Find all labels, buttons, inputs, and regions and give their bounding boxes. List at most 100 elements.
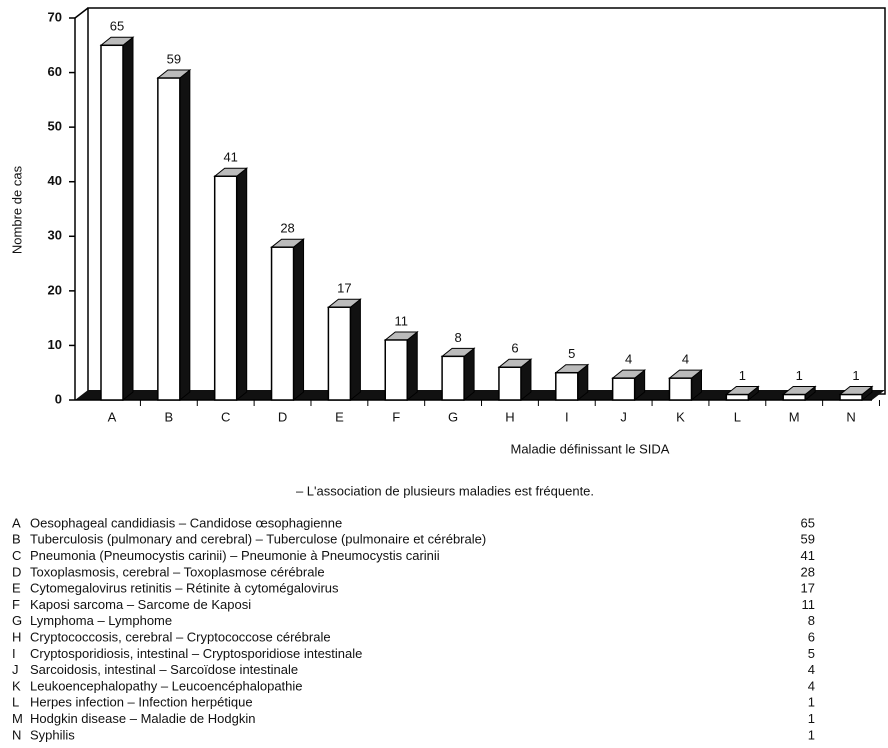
y-tick-label: 10 <box>48 337 62 352</box>
bar <box>384 339 408 401</box>
bar-side <box>122 36 134 402</box>
bar-side <box>179 68 191 402</box>
floor <box>75 390 885 400</box>
legend-value: 59 <box>801 532 815 547</box>
legend-letter: J <box>12 662 19 677</box>
legend-value: 6 <box>808 630 815 645</box>
legend-value: 17 <box>801 581 815 596</box>
legend-description: Kaposi sarcoma – Sarcome de Kaposi <box>30 597 251 612</box>
value-label: 65 <box>110 19 124 34</box>
legend-letter: C <box>12 548 21 563</box>
x-tick-label: H <box>505 409 514 424</box>
y-tick-label: 60 <box>48 64 62 79</box>
legend-description: Cryptococcosis, cerebral – Cryptococcose… <box>30 630 331 645</box>
legend-description: Leukoencephalopathy – Leucoencéphalopath… <box>30 678 303 693</box>
legend-description: Oesophageal candidiasis – Candidose œsop… <box>30 515 342 530</box>
legend-letter: L <box>12 695 19 710</box>
bar <box>498 366 522 401</box>
bar-side <box>236 167 248 402</box>
value-label: 5 <box>568 346 575 361</box>
y-axis-label: Nombre de cas <box>9 165 24 254</box>
bar <box>270 246 295 401</box>
value-label: 28 <box>280 221 294 236</box>
bar-side <box>349 298 361 402</box>
legend-letter: H <box>12 630 21 645</box>
bar-side <box>293 238 305 402</box>
value-label: 1 <box>796 368 803 383</box>
bar <box>157 77 181 401</box>
x-tick-label: C <box>221 409 230 424</box>
x-tick-label: K <box>676 409 685 424</box>
bar <box>782 393 806 401</box>
bar <box>441 355 465 401</box>
y-tick-label: 50 <box>48 119 62 134</box>
bar <box>555 371 579 401</box>
y-tick-label: 70 <box>48 9 62 24</box>
bar <box>725 393 750 401</box>
y-tick-label: 0 <box>55 391 62 406</box>
legend-description: Cryptosporidiosis, intestinal – Cryptosp… <box>30 646 362 661</box>
y-tick-label: 40 <box>48 173 62 188</box>
value-label: 59 <box>167 51 181 66</box>
legend-description: Tuberculosis (pulmonary and cerebral) – … <box>30 532 486 547</box>
legend-value: 5 <box>808 646 815 661</box>
legend-description: Syphilis <box>30 727 75 742</box>
x-axis-label: Maladie définissant le SIDA <box>511 441 670 456</box>
legend-letter: E <box>12 581 21 596</box>
x-tick-label: I <box>565 409 569 424</box>
legend-letter: G <box>12 613 22 628</box>
y-tick-label: 20 <box>48 282 62 297</box>
bar <box>839 393 863 401</box>
value-label: 11 <box>395 313 409 328</box>
value-label: 41 <box>223 150 237 165</box>
legend-description: Toxoplasmosis, cerebral – Toxoplasmose c… <box>30 564 325 579</box>
legend-letter: F <box>12 597 20 612</box>
legend-letter: N <box>12 727 21 742</box>
legend-value: 8 <box>808 613 815 628</box>
x-tick-label: D <box>278 409 287 424</box>
legend-description: Pneumonia (Pneumocystis carinii) – Pneum… <box>30 548 440 563</box>
x-tick-label: B <box>165 409 174 424</box>
legend-letter: D <box>12 564 21 579</box>
legend-value: 1 <box>808 711 815 726</box>
x-tick-label: F <box>392 409 400 424</box>
note: – L'association de plusieurs maladies es… <box>296 483 594 498</box>
legend-description: Sarcoidosis, intestinal – Sarcoïdose int… <box>30 662 298 677</box>
legend-value: 11 <box>802 597 816 612</box>
x-tick-label: L <box>734 409 741 424</box>
value-label: 4 <box>625 352 632 367</box>
value-label: 8 <box>454 330 461 345</box>
bar <box>100 44 124 401</box>
legend-value: 41 <box>801 548 815 563</box>
legend-letter: I <box>12 646 16 661</box>
legend-description: Hodgkin disease – Maladie de Hodgkin <box>30 711 255 726</box>
legend-value: 28 <box>801 564 815 579</box>
legend-description: Cytomegalovirus retinitis – Rétinite à c… <box>30 581 339 596</box>
legend-value: 4 <box>808 678 815 693</box>
x-tick-label: J <box>620 409 627 424</box>
bar-side <box>463 347 475 402</box>
bar <box>611 377 636 401</box>
value-label: 6 <box>511 341 518 356</box>
legend-letter: B <box>12 532 21 547</box>
x-tick-label: M <box>789 409 800 424</box>
wall-edge <box>74 7 89 19</box>
legend-description: Herpes infection – Infection herpétique <box>30 695 253 710</box>
bar-side <box>406 330 418 402</box>
value-label: 1 <box>852 368 859 383</box>
legend-letter: K <box>12 678 21 693</box>
legend-letter: A <box>12 515 21 530</box>
x-tick-label: G <box>448 409 458 424</box>
legend-value: 65 <box>801 515 815 530</box>
value-label: 4 <box>682 352 689 367</box>
value-label: 17 <box>337 281 351 296</box>
legend-value: 1 <box>808 727 815 742</box>
back-wall <box>87 7 886 395</box>
bar <box>327 306 352 401</box>
legend-value: 1 <box>808 695 815 710</box>
legend-description: Lymphoma – Lymphome <box>30 613 172 628</box>
bar <box>668 377 693 401</box>
legend-letter: M <box>12 711 23 726</box>
y-tick-label: 30 <box>48 228 62 243</box>
